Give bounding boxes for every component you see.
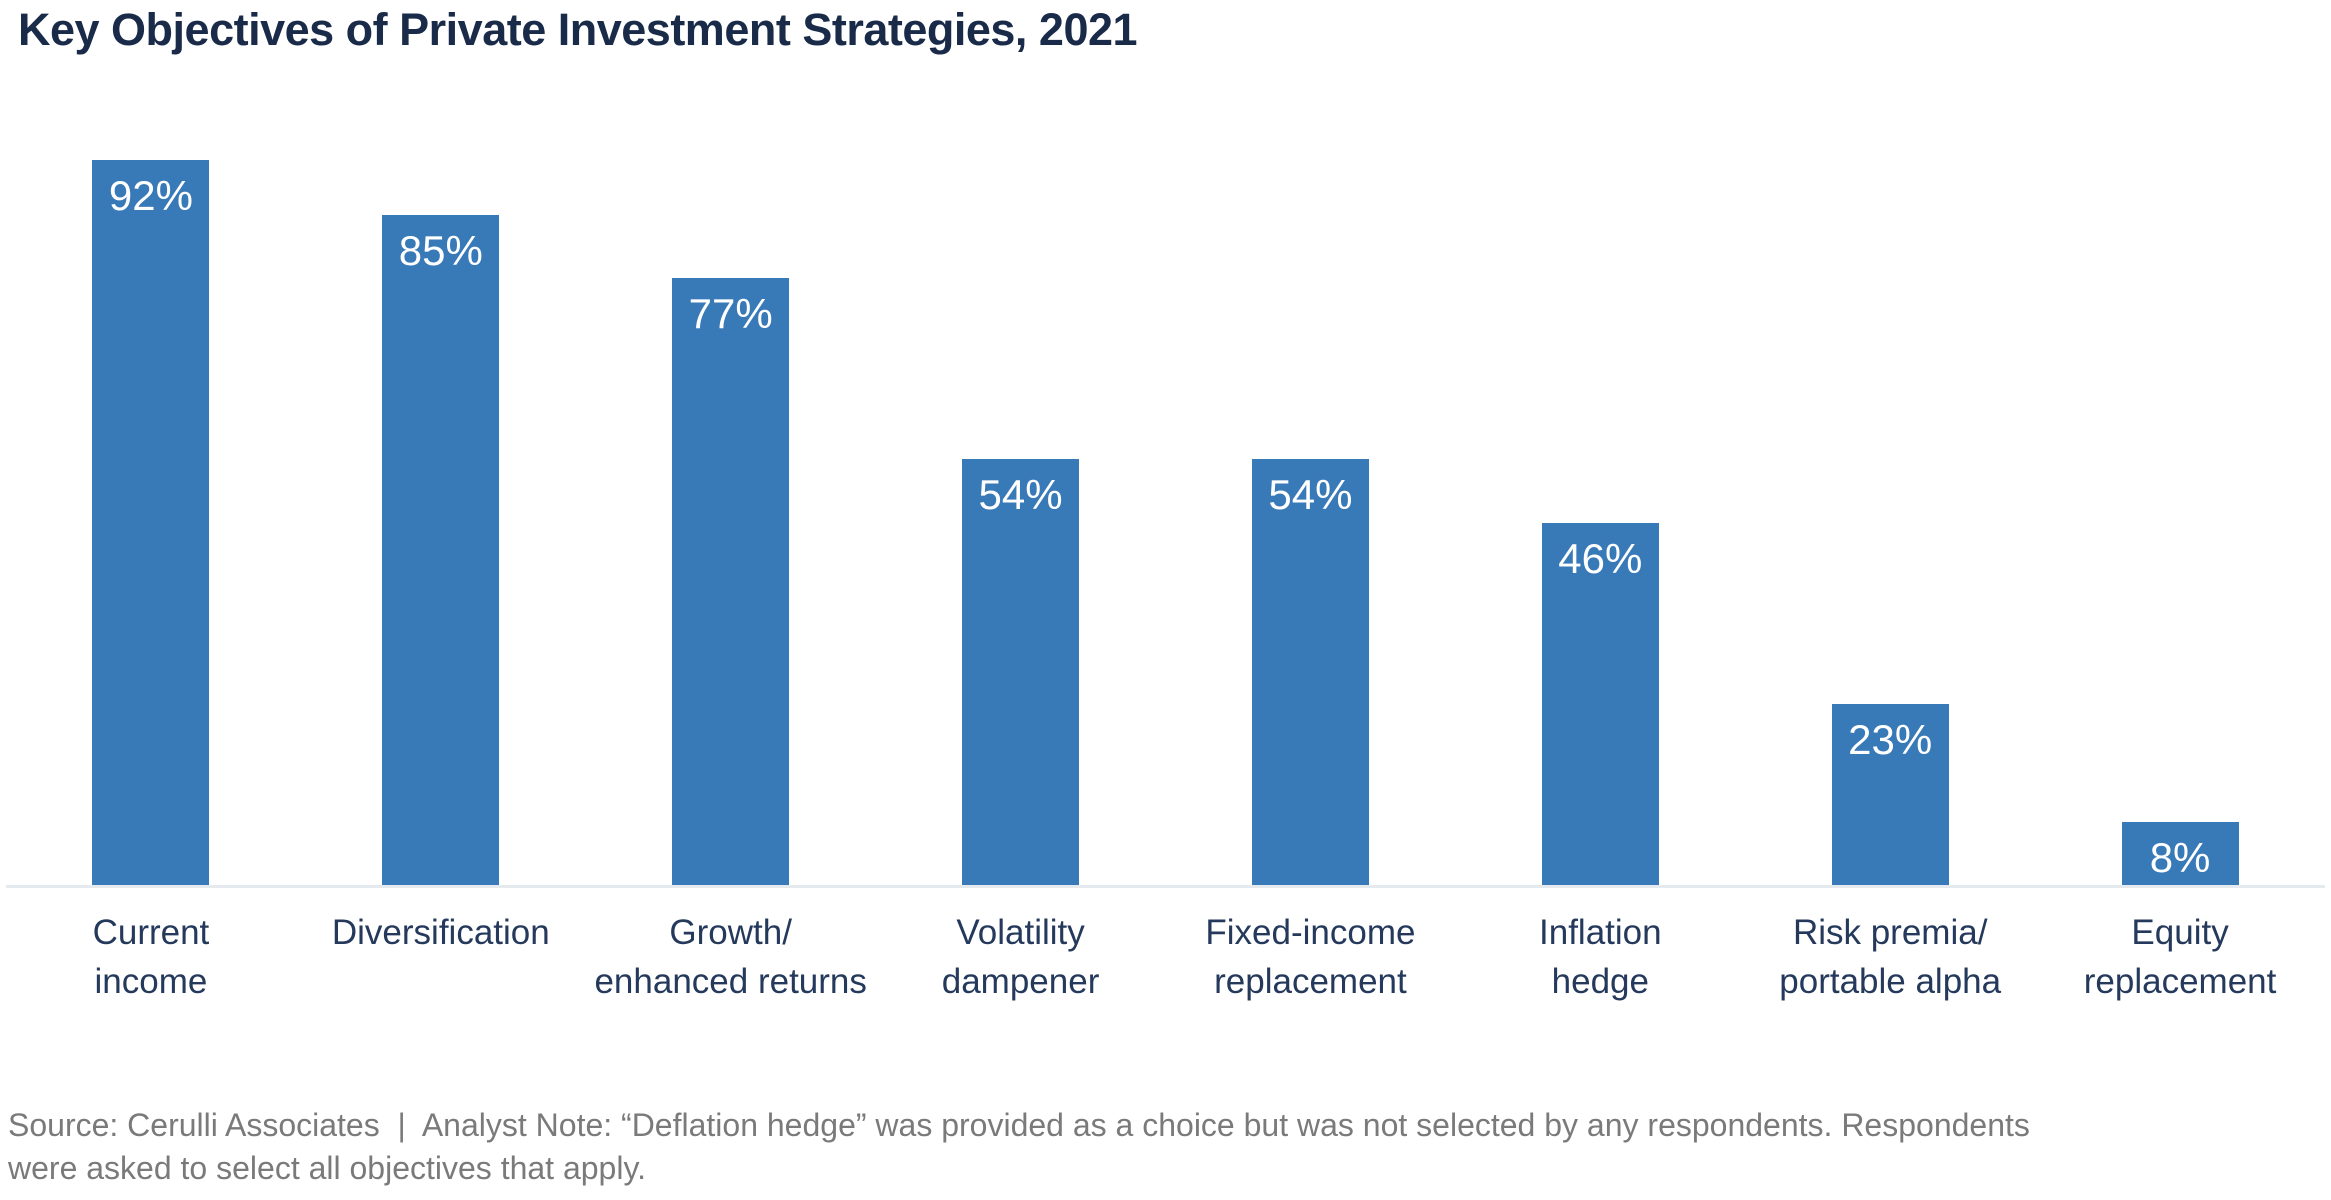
bar-value-label: 46% (1558, 535, 1643, 582)
category-label: Diversification (331, 913, 550, 952)
bar: 77% (672, 278, 790, 885)
bar-slot: 77% (586, 278, 876, 885)
bar-slot: 8% (2035, 822, 2325, 885)
bar-slot: 46% (1455, 523, 1745, 885)
bar-slot: 23% (1745, 704, 2035, 885)
bar-slot: 85% (296, 215, 586, 885)
bar-value-label: 8% (2149, 834, 2211, 881)
source-note: Source: Cerulli Associates | Analyst Not… (8, 1107, 2030, 1186)
bar: 23% (1831, 704, 1949, 885)
bar-slot: 92% (6, 160, 296, 885)
category-label: Fixed-income replacement (1205, 913, 1416, 1001)
category-label: Risk premia/ portable alpha (1779, 913, 2002, 1001)
plot-area: 92% 85% 77% 54% 54% 46% 23% 8% (6, 100, 2325, 888)
bar-value-label: 23% (1848, 716, 1933, 763)
bar: 8% (2121, 822, 2239, 885)
category-label: Inflation hedge (1539, 913, 1662, 1001)
bar-value-label: 54% (1268, 471, 1353, 518)
bar: 54% (962, 459, 1080, 885)
bar: 92% (92, 160, 210, 885)
bar-value-label: 54% (978, 471, 1063, 518)
bar: 46% (1541, 523, 1659, 885)
category-label: Current income (92, 913, 210, 1001)
bar: 85% (382, 215, 500, 885)
category-label: Volatility dampener (941, 913, 1100, 1001)
bar-value-label: 85% (398, 227, 483, 274)
bars-container: 92% 85% 77% 54% 54% 46% 23% 8% (6, 100, 2325, 885)
category-label: Equity replacement (2083, 913, 2277, 1001)
bar-slot: 54% (1166, 459, 1456, 885)
chart-title: Key Objectives of Private Investment Str… (18, 4, 1138, 55)
bar: 54% (1251, 459, 1369, 885)
category-label: Growth/ enhanced returns (594, 913, 867, 1001)
bar-value-label: 92% (108, 172, 193, 219)
category-axis-labels: Current income Diversification Growth/ e… (6, 908, 2325, 1006)
bar-value-label: 77% (688, 290, 773, 337)
bar-slot: 54% (876, 459, 1166, 885)
